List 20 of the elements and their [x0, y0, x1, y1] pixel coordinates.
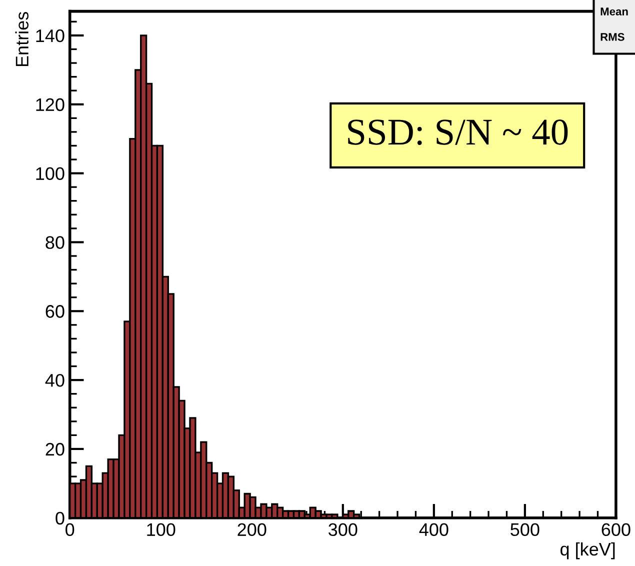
- y-tick-label: 40: [45, 374, 64, 387]
- y-tick-label: 0: [56, 512, 64, 525]
- x-tick-label: 300: [328, 523, 358, 536]
- annotation: RMS: [600, 33, 624, 41]
- y-tick-label: 120: [36, 98, 64, 112]
- y-tick-label: 80: [46, 236, 64, 249]
- x-tick-label: 500: [510, 523, 540, 536]
- y-tick-label: 20: [46, 442, 64, 456]
- y-tick-label: 60: [46, 305, 64, 318]
- x-tick-label: 0: [66, 523, 74, 536]
- y-tick-label: 100: [36, 167, 64, 180]
- x-tick-label: 400: [419, 523, 448, 536]
- y-tick-label: 140: [36, 29, 64, 42]
- annotation: Mean: [600, 8, 628, 16]
- x-axis-title: q [keV]: [560, 542, 615, 560]
- x-tick-label: 600: [602, 523, 630, 536]
- x-tick-label: 200: [238, 523, 266, 536]
- annotation: SSD: S/N ~ 40: [348, 120, 568, 145]
- y-axis-title: Entries: [15, 12, 29, 66]
- x-tick-label: 100: [147, 523, 176, 536]
